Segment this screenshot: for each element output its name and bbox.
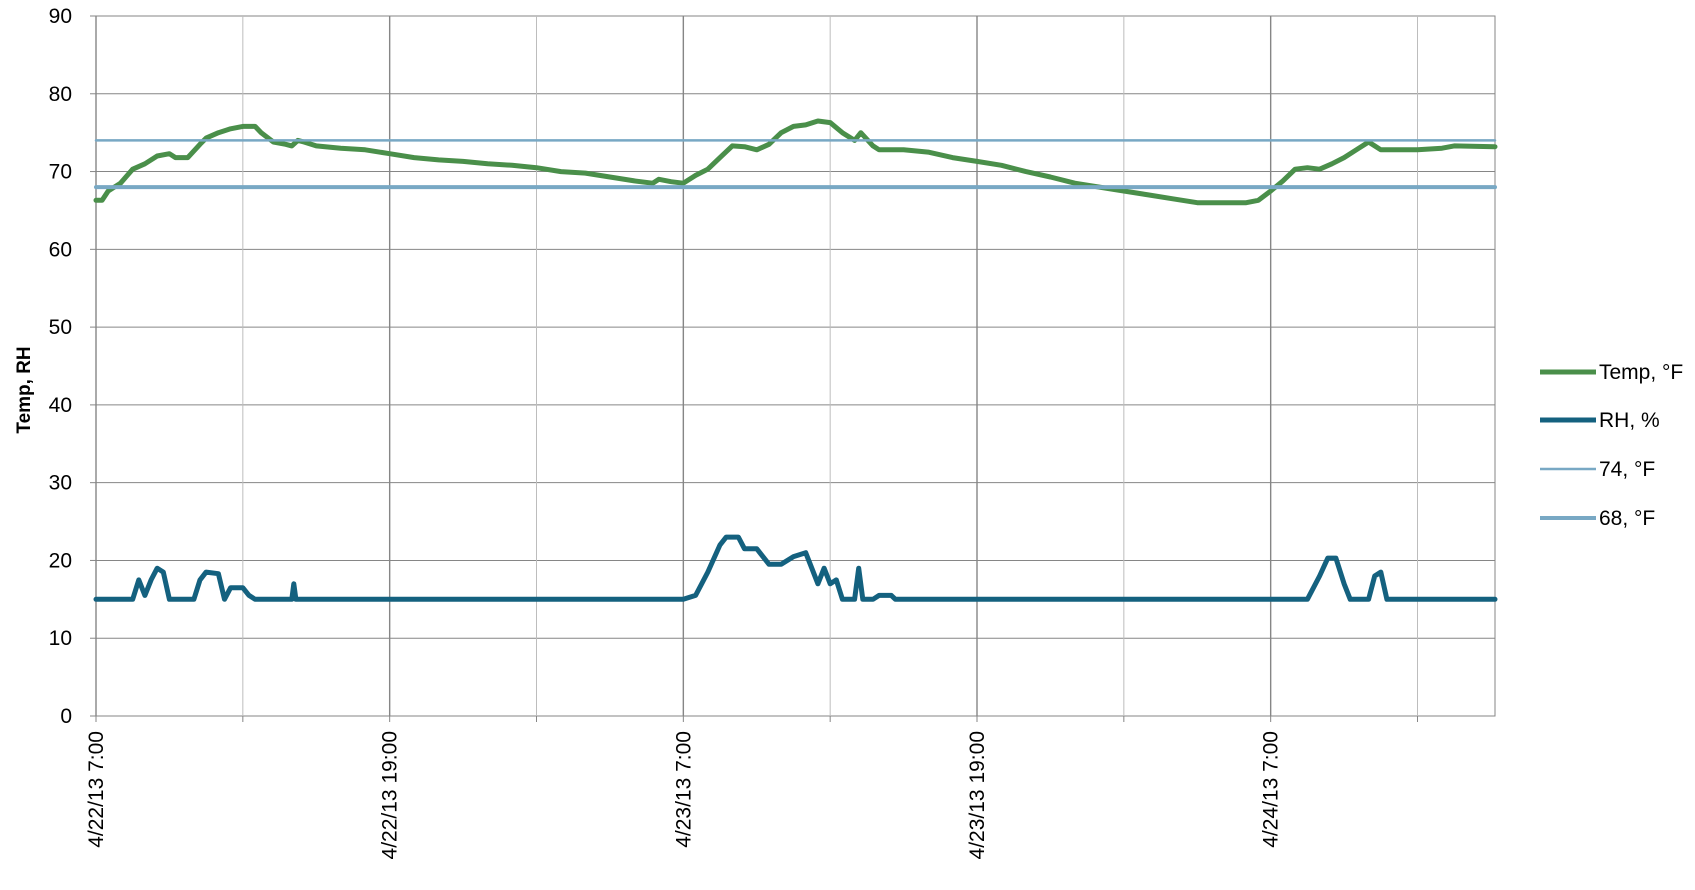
- y-tick-label: 40: [49, 394, 72, 417]
- series: [93, 118, 1498, 602]
- y-tick-label: 80: [49, 83, 72, 106]
- y-tick-label: 10: [49, 627, 72, 650]
- x-tick-label: 4/23/13 19:00: [966, 731, 989, 859]
- x-tick-label: 4/22/13 19:00: [379, 731, 402, 859]
- legend-label: Temp, °F: [1599, 361, 1683, 384]
- series-line-1: [93, 534, 1498, 602]
- y-tick-label: 0: [60, 705, 72, 728]
- y-tick-label: 20: [49, 549, 72, 572]
- y-tick-label: 90: [49, 5, 72, 28]
- y-axis-label: Temp, RH: [14, 346, 35, 433]
- y-tick-label: 60: [49, 238, 72, 261]
- plot-area-border: [95, 15, 1496, 717]
- y-tick-label: 70: [49, 161, 72, 184]
- grid: [95, 15, 1496, 717]
- legend: Temp, °F RH, % 74, °F 68, °F: [1540, 361, 1683, 530]
- legend-label: 68, °F: [1599, 507, 1655, 530]
- legend-label: RH, %: [1599, 409, 1660, 432]
- y-tick-label: 50: [49, 316, 72, 339]
- x-tick-label: 4/23/13 7:00: [672, 731, 695, 848]
- y-tick-label: 30: [49, 472, 72, 495]
- series-line-0: [93, 118, 1498, 206]
- x-tick-label: 4/24/13 7:00: [1260, 731, 1283, 848]
- legend-label: 74, °F: [1599, 458, 1655, 481]
- x-tick-label: 4/22/13 7:00: [85, 731, 108, 848]
- axes: 0 10 20 30 40 50 60 70 80 90 4/22/13 7:00 4/22/13 1…: [49, 5, 1419, 859]
